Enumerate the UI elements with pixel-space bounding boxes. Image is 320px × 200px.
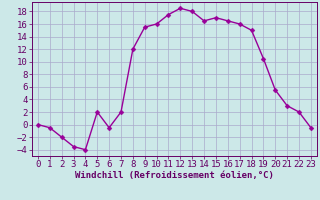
X-axis label: Windchill (Refroidissement éolien,°C): Windchill (Refroidissement éolien,°C)	[75, 171, 274, 180]
